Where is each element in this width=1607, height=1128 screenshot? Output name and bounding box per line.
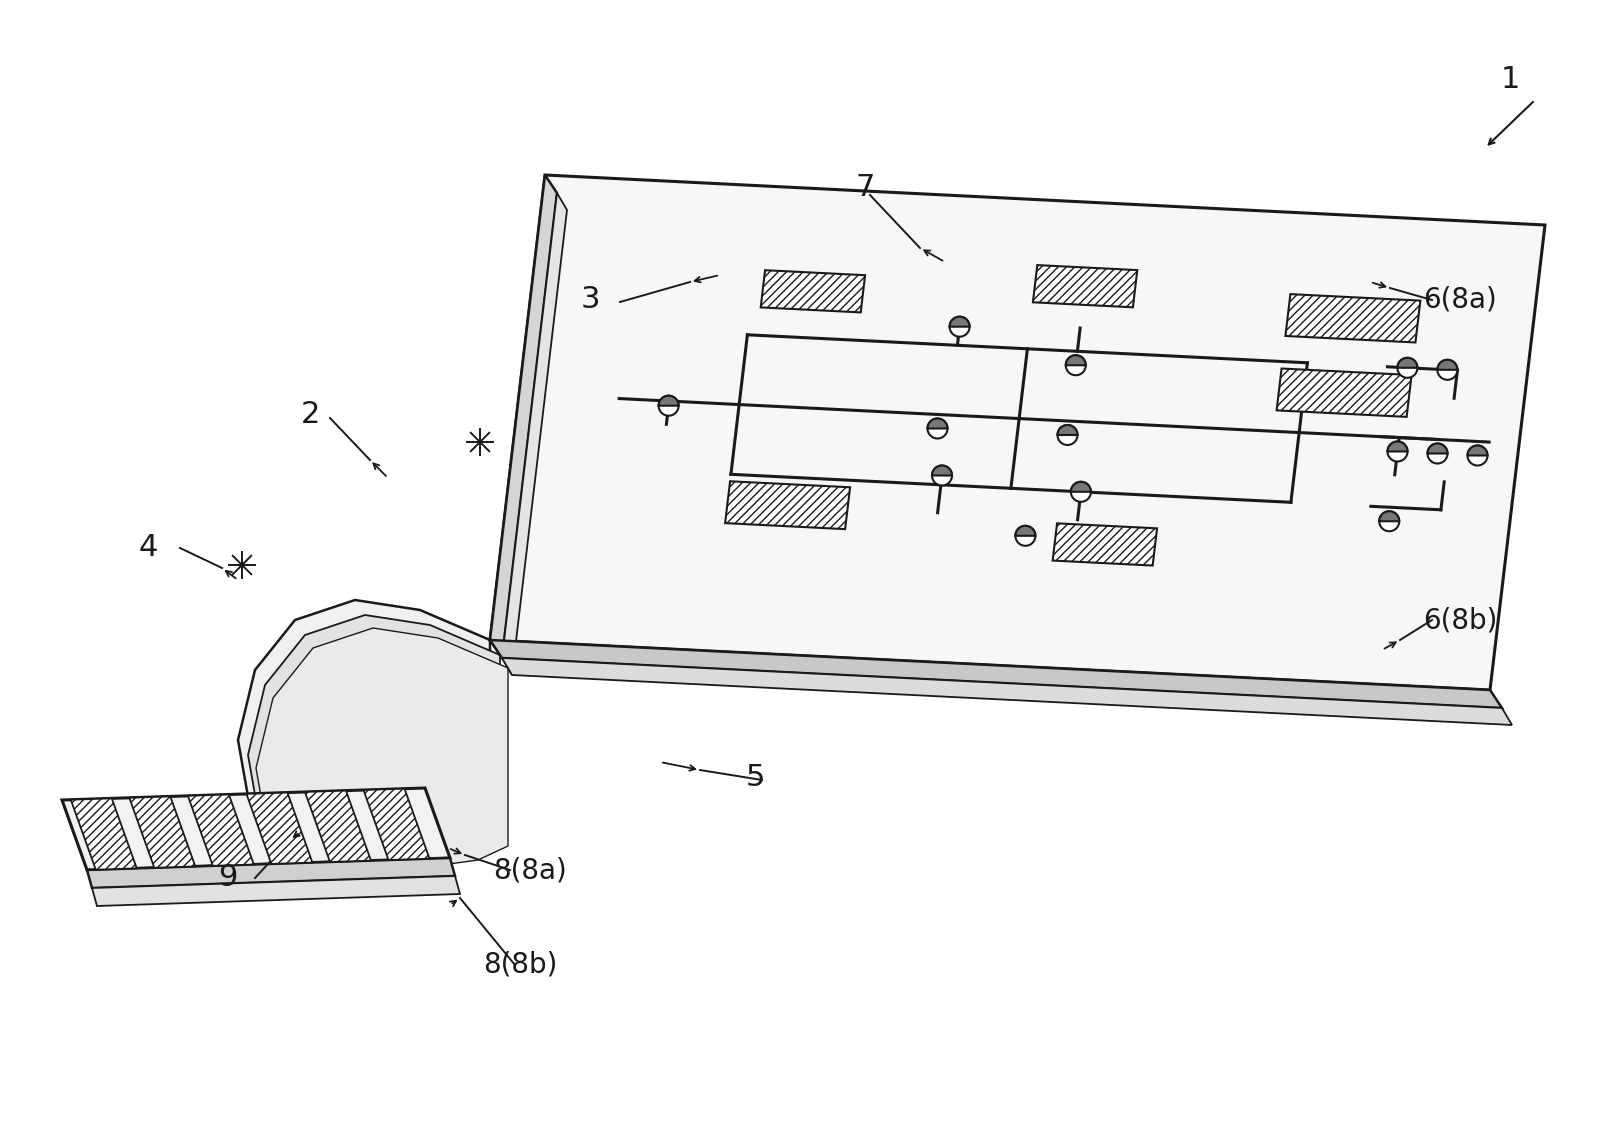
Polygon shape bbox=[87, 858, 455, 888]
Polygon shape bbox=[256, 628, 508, 871]
Wedge shape bbox=[950, 317, 969, 327]
Polygon shape bbox=[188, 794, 254, 866]
Polygon shape bbox=[363, 788, 429, 860]
Circle shape bbox=[1467, 446, 1486, 466]
Wedge shape bbox=[1467, 446, 1486, 456]
Text: 9: 9 bbox=[219, 864, 238, 892]
Polygon shape bbox=[305, 791, 371, 862]
Text: 2: 2 bbox=[301, 400, 320, 430]
Polygon shape bbox=[1276, 369, 1411, 417]
Polygon shape bbox=[129, 796, 194, 867]
Circle shape bbox=[932, 466, 951, 485]
Wedge shape bbox=[1057, 425, 1077, 435]
Wedge shape bbox=[1396, 358, 1416, 368]
Wedge shape bbox=[927, 418, 947, 429]
Polygon shape bbox=[71, 799, 137, 870]
Polygon shape bbox=[490, 175, 556, 658]
Wedge shape bbox=[1065, 355, 1085, 365]
Text: 3: 3 bbox=[580, 285, 599, 315]
Polygon shape bbox=[501, 658, 1511, 725]
Wedge shape bbox=[1387, 441, 1406, 451]
Polygon shape bbox=[1284, 294, 1419, 343]
Text: 7: 7 bbox=[855, 174, 874, 203]
Circle shape bbox=[1014, 526, 1035, 546]
Polygon shape bbox=[92, 876, 460, 906]
Polygon shape bbox=[63, 788, 450, 870]
Text: 5: 5 bbox=[746, 764, 765, 793]
Circle shape bbox=[1427, 443, 1446, 464]
Text: 8(8a): 8(8a) bbox=[493, 856, 567, 884]
Circle shape bbox=[1057, 425, 1077, 446]
Circle shape bbox=[1070, 482, 1090, 502]
Circle shape bbox=[1065, 355, 1085, 376]
Wedge shape bbox=[932, 466, 951, 476]
Polygon shape bbox=[725, 482, 850, 529]
Circle shape bbox=[950, 317, 969, 336]
Polygon shape bbox=[1032, 265, 1136, 307]
Circle shape bbox=[927, 418, 947, 439]
Wedge shape bbox=[1379, 511, 1398, 521]
Wedge shape bbox=[1427, 443, 1446, 453]
Polygon shape bbox=[501, 193, 567, 675]
Wedge shape bbox=[1437, 360, 1456, 370]
Text: 1: 1 bbox=[1499, 65, 1519, 95]
Polygon shape bbox=[760, 271, 865, 312]
Polygon shape bbox=[246, 793, 312, 864]
Polygon shape bbox=[490, 640, 1501, 708]
Text: 6(8a): 6(8a) bbox=[1422, 287, 1496, 314]
Circle shape bbox=[659, 396, 678, 416]
Circle shape bbox=[1437, 360, 1456, 380]
Circle shape bbox=[1387, 441, 1406, 461]
Polygon shape bbox=[247, 615, 500, 858]
Wedge shape bbox=[1070, 482, 1090, 492]
Polygon shape bbox=[238, 600, 490, 843]
Circle shape bbox=[1396, 358, 1416, 378]
Polygon shape bbox=[1053, 523, 1157, 565]
Polygon shape bbox=[490, 175, 1544, 690]
Circle shape bbox=[1379, 511, 1398, 531]
Text: 8(8b): 8(8b) bbox=[482, 951, 558, 979]
Text: 6(8b): 6(8b) bbox=[1422, 606, 1496, 634]
Text: 4: 4 bbox=[138, 534, 157, 563]
Wedge shape bbox=[1014, 526, 1035, 536]
Wedge shape bbox=[659, 396, 678, 406]
